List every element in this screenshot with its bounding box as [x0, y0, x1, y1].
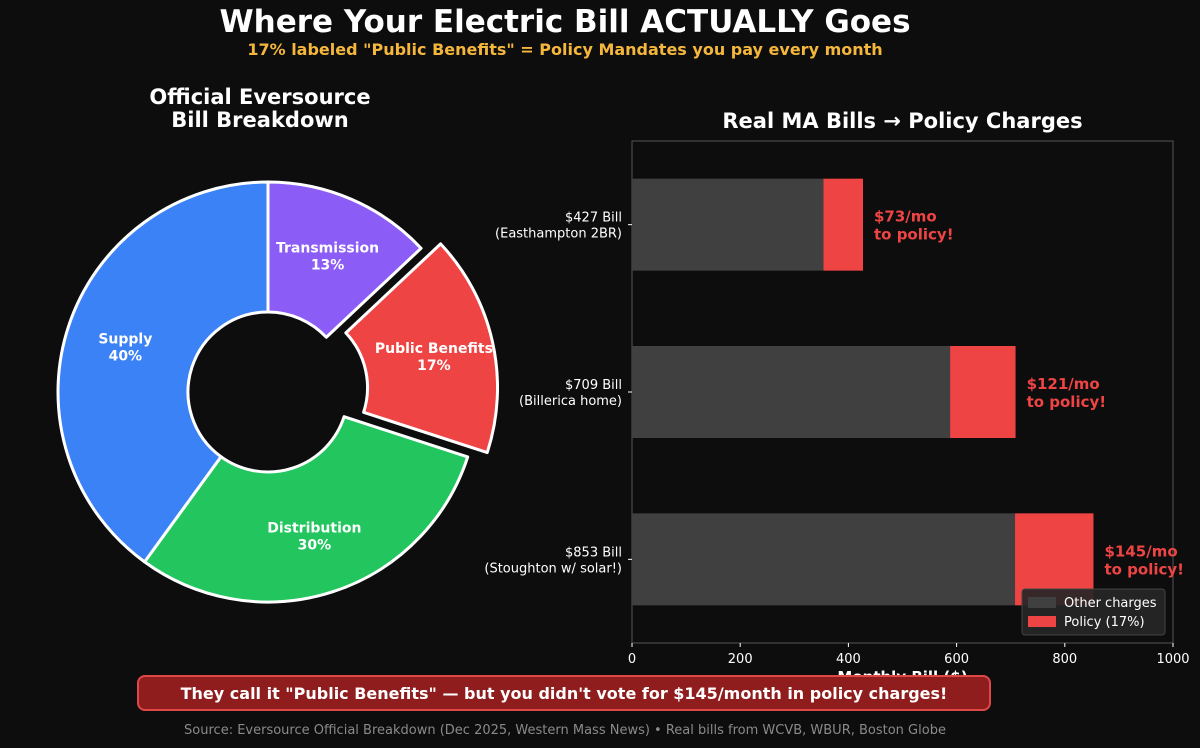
x-tick-label-5: 800 [1052, 652, 1077, 667]
policy-annotation-sub-1: to policy! [874, 226, 954, 244]
x-tick-label-3: 400 [836, 652, 861, 667]
policy-annotation-3: $145/mo [1104, 542, 1177, 560]
pie-label-public-benefits: Public Benefits [375, 341, 493, 357]
legend-box [1021, 588, 1166, 636]
pie-slice-transmission [266, 180, 423, 339]
category-label-1: $427 Bill [565, 211, 622, 226]
pie-percent-transmission: 13% [311, 257, 345, 273]
bar-other-1 [632, 178, 824, 271]
category-sublabel-2: (Billerica home) [519, 394, 622, 409]
category-label-3: $853 Bill [565, 545, 622, 560]
legend-label-2: Policy (17%) [1064, 615, 1145, 630]
pie-label-supply: Supply [98, 332, 152, 348]
x-tick-label-4: 600 [944, 652, 969, 667]
policy-annotation-sub-2: to policy! [1027, 393, 1107, 411]
policy-annotation-1: $73/mo [874, 208, 937, 226]
callout-banner: They call it "Public Benefits" — but you… [137, 675, 991, 711]
source-note: Source: Eversource Official Breakdown (D… [184, 723, 946, 738]
pie-percent-supply: 40% [109, 349, 143, 365]
category-sublabel-1: (Easthampton 2BR) [495, 227, 622, 242]
x-tick-label-6: 1000 [1156, 652, 1189, 667]
x-tick-label-1: 0 [628, 652, 636, 667]
bar-other-3 [632, 513, 1016, 606]
category-label-2: $709 Bill [565, 378, 622, 393]
bar-chart-title: Real MA Bills → Policy Charges [722, 109, 1082, 133]
pie-slice-supply [56, 180, 270, 564]
category-sublabel-3: (Stoughton w/ solar!) [484, 561, 622, 576]
pie-label-distribution: Distribution [267, 521, 361, 537]
pie-label-transmission: Transmission [276, 240, 379, 256]
policy-annotation-2: $121/mo [1027, 375, 1100, 393]
pie-slice-distribution [143, 415, 470, 604]
page-title: Where Your Electric Bill ACTUALLY Goes [219, 4, 911, 40]
bar-policy-2 [950, 346, 1016, 438]
pie-title-line-1: Official Eversource [149, 85, 370, 109]
legend-label-1: Other charges [1064, 596, 1157, 611]
bar-policy-1 [823, 178, 864, 271]
bar-other-2 [632, 346, 951, 438]
legend-swatch-1 [1028, 597, 1056, 608]
policy-annotation-sub-3: to policy! [1104, 560, 1184, 578]
pie-slice-public-benefits [344, 242, 499, 455]
page-subtitle: 17% labeled "Public Benefits" = Policy M… [247, 40, 883, 59]
pie-percent-distribution: 30% [298, 538, 332, 554]
pie-title-line-2: Bill Breakdown [171, 108, 348, 132]
bar-chart: Real MA Bills → Policy Charges$427 Bill(… [484, 109, 1189, 686]
pie-percent-public-benefits: 17% [417, 358, 451, 374]
x-tick-label-2: 200 [728, 652, 753, 667]
legend-swatch-2 [1028, 616, 1056, 627]
